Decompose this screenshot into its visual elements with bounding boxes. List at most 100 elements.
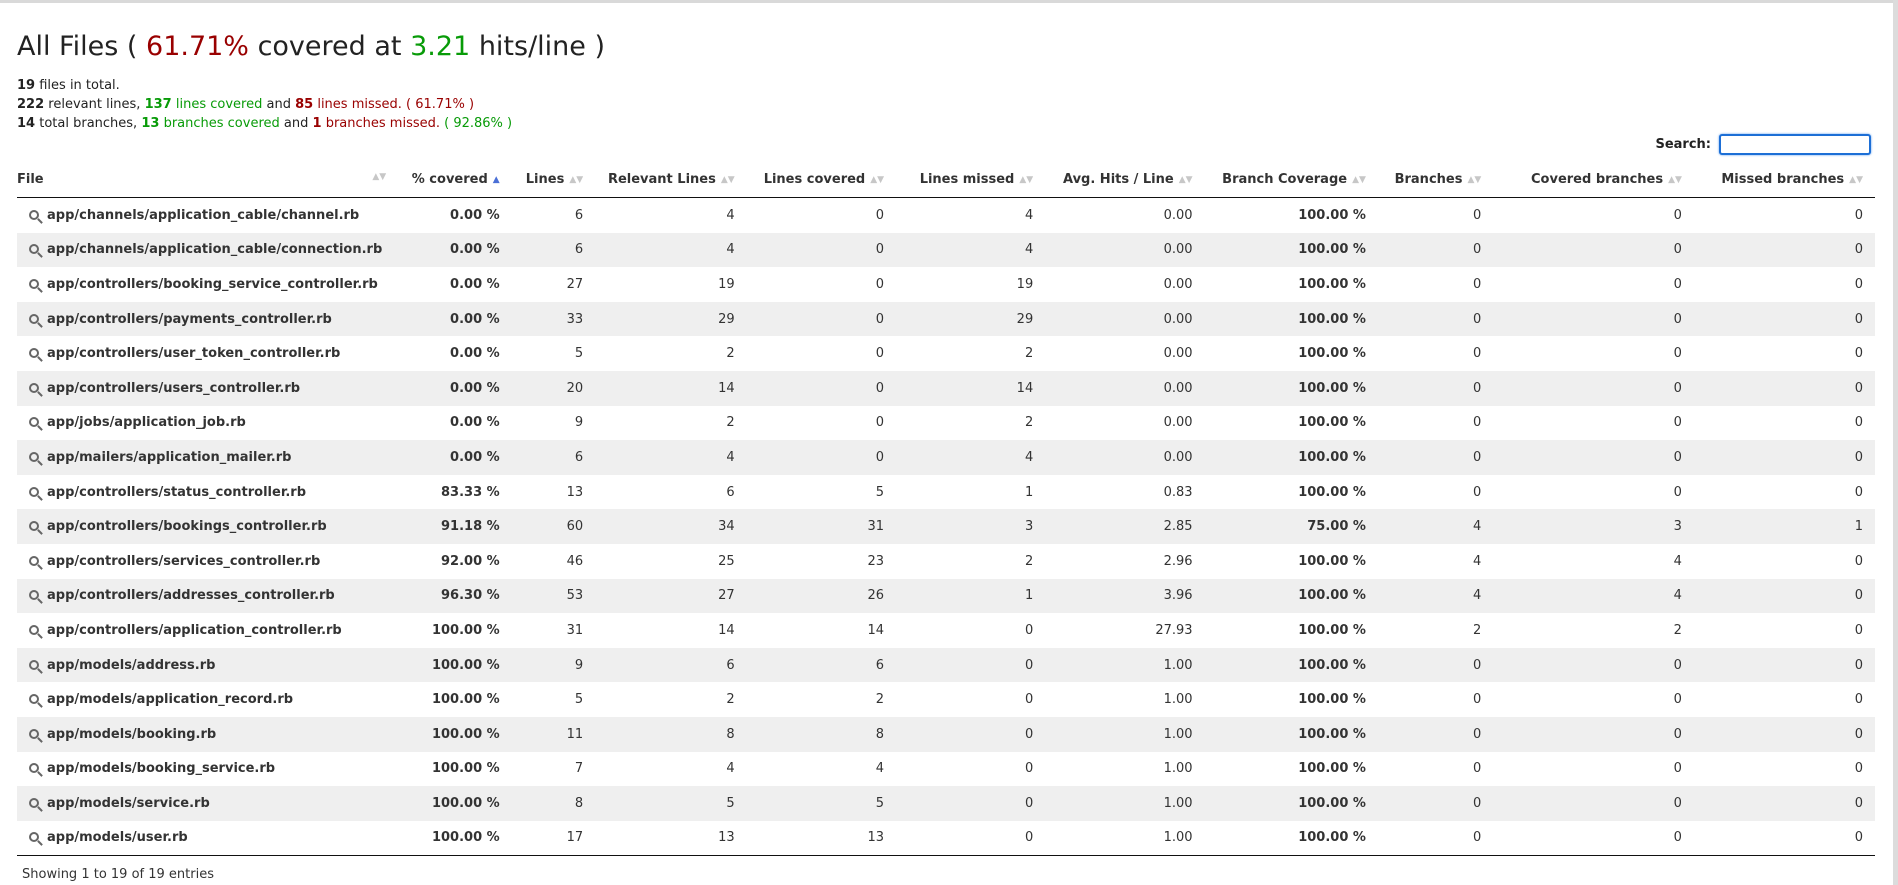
file-link[interactable]: app/controllers/addresses_controller.rb [47,588,335,604]
branches-cell: 0 [1377,440,1494,475]
missed-branches-cell: 0 [1693,647,1875,683]
file-cell[interactable]: app/controllers/payments_controller.rb [17,301,399,337]
lines-missed-cell: 19 [1016,276,1034,292]
magnifier-icon[interactable] [29,244,39,255]
column-header-branch-coverage[interactable]: Branch Coverage ▲▼ [1204,161,1378,198]
file-link[interactable]: app/models/service.rb [47,795,210,811]
lines-missed-cell: 2 [1024,415,1034,431]
file-cell[interactable]: app/controllers/status_controller.rb [17,475,398,510]
branches-missed-text: branches missed. [325,116,440,131]
table-header-row: File ▲▼ % covered ▲ Lines ▲▼ Relevant Lines… [17,161,1875,198]
magnifier-icon[interactable] [29,451,39,462]
magnifier-icon[interactable] [29,590,39,601]
missed-branches-cell: 0 [1693,232,1875,268]
branches-cell: 0 [1377,647,1494,683]
file-link[interactable]: app/jobs/application_job.rb [47,415,246,431]
file-cell[interactable]: app/models/booking_service.rb [17,752,398,787]
file-link[interactable]: app/controllers/users_controller.rb [47,380,301,396]
branch-coverage-cell: 100.00 % [1204,370,1378,406]
file-link[interactable]: app/controllers/bookings_controller.rb [47,519,327,535]
file-cell[interactable]: app/mailers/application_mailer.rb [17,440,399,475]
table-row: app/controllers/users_controller.rb 0.00 … [17,370,1875,406]
branches-cell: 0 [1377,232,1494,268]
file-link[interactable]: app/models/user.rb [47,830,188,846]
column-header-avg-hits[interactable]: Avg. Hits / Line ▲▼ [1045,161,1205,198]
magnifier-icon[interactable] [29,555,39,566]
magnifier-icon[interactable] [29,382,39,393]
file-cell[interactable]: app/models/user.rb [17,820,399,857]
percent-covered-cell: 0.00 % [398,232,512,268]
file-link[interactable]: app/controllers/services_controller.rb [47,553,321,569]
file-link[interactable]: app/channels/application_cable/connectio… [47,242,383,258]
file-link[interactable]: app/controllers/payments_controller.rb [47,311,332,327]
column-header-relevant-lines[interactable]: Relevant Lines ▲▼ [595,161,747,198]
magnifier-icon[interactable] [29,417,39,428]
file-cell[interactable]: app/models/booking.rb [17,716,399,752]
magnifier-icon[interactable] [29,659,39,670]
table-row: app/jobs/application_job.rb 0.00 % 9 2 0 2 0.0… [17,406,1875,441]
table-row: app/channels/application_cable/connectio… [17,232,1875,268]
magnifier-icon[interactable] [29,763,39,774]
file-cell[interactable]: app/controllers/users_controller.rb [17,370,399,406]
table-row: app/models/service.rb 100.00 % 8 5 5 0 1.00 100… [17,786,1875,821]
file-cell[interactable]: app/controllers/bookings_controller.rb [17,509,399,544]
branch-coverage-cell: 100.00 % [1298,484,1366,500]
file-cell[interactable]: app/controllers/booking_service_controll… [17,267,398,302]
file-link[interactable]: app/models/booking_service.rb [47,761,276,777]
search-input[interactable] [1719,134,1871,155]
hits-per-line: 3.21 [410,31,471,62]
file-link[interactable]: app/models/application_record.rb [47,692,294,708]
file-cell[interactable]: app/jobs/application_job.rb [17,406,398,441]
table-row: app/models/booking_service.rb 100.00 % 7 4 4… [17,752,1875,787]
file-link[interactable]: app/controllers/booking_service_controll… [47,276,378,292]
column-header-lines[interactable]: Lines ▲▼ [511,161,596,198]
file-link[interactable]: app/models/booking.rb [47,726,217,742]
covered-branches-cell: 0 [1493,786,1694,821]
column-header-branches[interactable]: Branches ▲▼ [1377,161,1494,198]
file-cell[interactable]: app/controllers/user_token_controller.rb [17,336,398,371]
file-cell[interactable]: app/controllers/services_controller.rb [17,544,398,579]
file-link[interactable]: app/models/address.rb [47,657,216,673]
column-header-lines-covered[interactable]: Lines covered ▲▼ [746,161,897,198]
missed-branches-cell: 0 [1854,553,1863,569]
file-link[interactable]: app/channels/application_cable/channel.r… [47,207,360,223]
magnifier-icon[interactable] [29,313,39,324]
column-header-covered-branches[interactable]: Covered branches ▲▼ [1493,161,1694,198]
file-cell[interactable]: app/channels/application_cable/channel.r… [17,198,398,233]
magnifier-icon[interactable] [29,694,39,705]
branches-cell: 4 [1377,578,1494,614]
file-cell[interactable]: app/controllers/application_controller.r… [17,613,398,648]
file-cell[interactable]: app/channels/application_cable/connectio… [17,232,399,268]
relevant-lines-cell: 14 [718,622,735,638]
lines-covered-cell: 26 [746,578,897,614]
magnifier-icon[interactable] [29,832,39,843]
magnifier-icon[interactable] [29,486,39,497]
magnifier-icon[interactable] [29,348,39,359]
branch-coverage-cell: 100.00 % [1204,578,1378,614]
file-cell[interactable]: app/models/service.rb [17,786,399,821]
covered-branches-cell: 0 [1673,761,1682,777]
percent-covered-cell: 0.00 % [398,370,512,406]
file-cell[interactable]: app/controllers/addresses_controller.rb [17,578,399,614]
file-link[interactable]: app/controllers/application_controller.r… [47,622,342,638]
column-header-missed-branches[interactable]: Missed branches ▲▼ [1693,161,1875,198]
lines-percent-wrap: ( 61.71% ) [406,97,475,112]
column-header-file[interactable]: File ▲▼ [17,161,399,198]
magnifier-icon[interactable] [29,209,39,220]
file-link[interactable]: app/controllers/user_token_controller.rb [47,346,341,362]
branch-coverage-cell: 100.00 % [1298,761,1366,777]
magnifier-icon[interactable] [29,624,39,635]
avg-hits-cell: 1.00 [1045,786,1205,821]
column-header-percent-covered[interactable]: % covered ▲ [398,161,512,198]
column-header-lines-missed[interactable]: Lines missed ▲▼ [896,161,1046,198]
file-link[interactable]: app/controllers/status_controller.rb [47,484,307,500]
avg-hits-cell: 0.00 [1045,440,1205,475]
file-link[interactable]: app/mailers/application_mailer.rb [47,449,292,465]
magnifier-icon[interactable] [29,797,39,808]
file-cell[interactable]: app/models/application_record.rb [17,682,398,717]
magnifier-icon[interactable] [29,521,39,532]
scrollbar[interactable] [1893,0,1898,885]
magnifier-icon[interactable] [29,278,39,289]
magnifier-icon[interactable] [29,728,39,739]
file-cell[interactable]: app/models/address.rb [17,647,399,683]
